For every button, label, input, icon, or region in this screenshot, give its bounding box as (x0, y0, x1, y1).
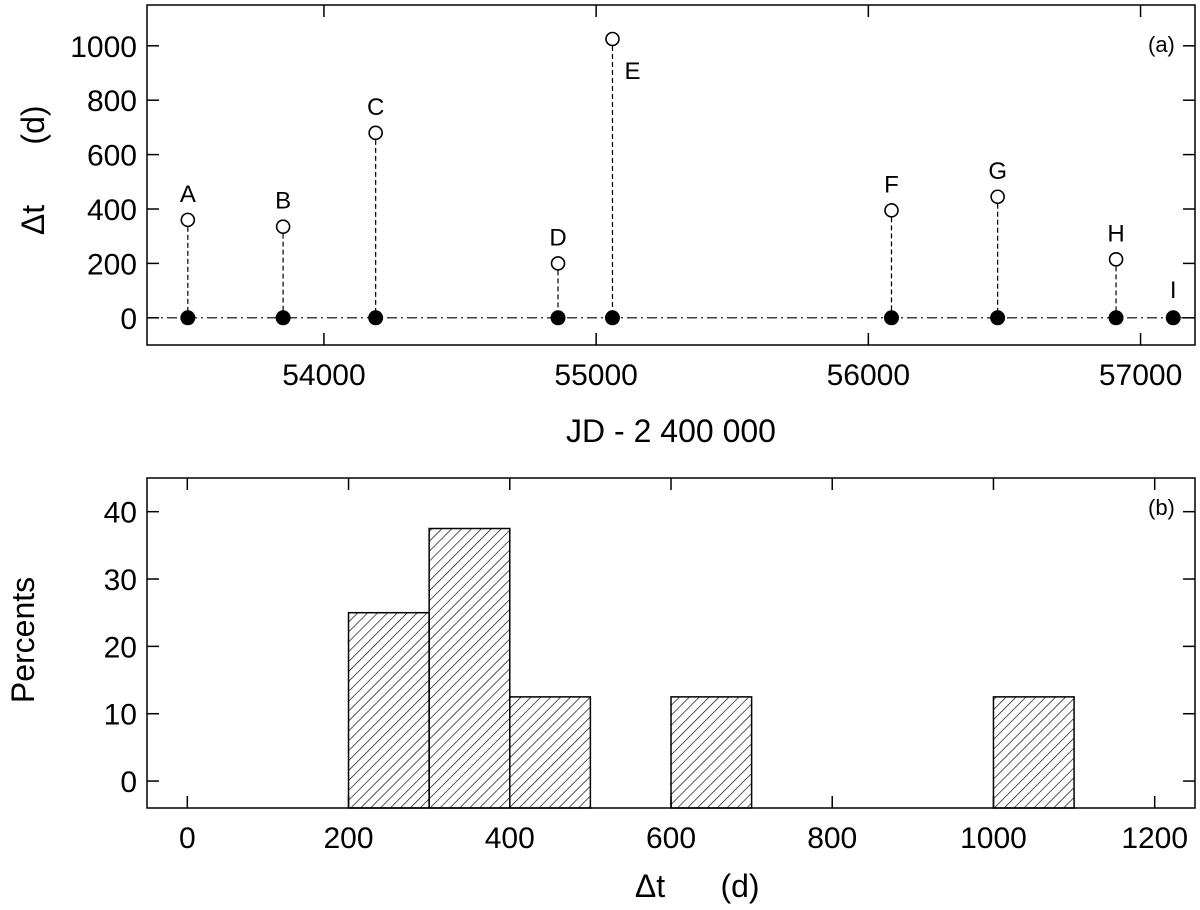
histogram-bar (992, 696, 1075, 809)
panel-a-y-tick-label: 800 (87, 85, 137, 118)
filled-circle-point (990, 310, 1006, 326)
point-letter-label: F (884, 171, 899, 198)
panel-a-x-tick-label: 56000 (827, 359, 910, 392)
filled-circle-point (368, 310, 384, 326)
panel-a-x-tick-label: 55000 (554, 359, 637, 392)
histogram-bar (428, 527, 511, 809)
panel-b-y-tick-label: 10 (104, 699, 137, 732)
panel-b-x-ticks: 0 200 400 600 800 1000 1200 (179, 478, 1188, 855)
open-circle-point (884, 203, 899, 218)
filled-circle-point (883, 310, 899, 326)
point-letter-label: I (1170, 277, 1177, 304)
panel-a-x-axis-title: JD - 2 400 000 (566, 413, 776, 449)
point-letter-label: E (624, 58, 640, 85)
panel-b-y-axis-title: Percents (5, 577, 41, 703)
filled-circle-point (1165, 310, 1181, 326)
open-circle-point (990, 189, 1005, 205)
filled-circle-point (604, 310, 620, 326)
panel-b-y-tick-label: 40 (104, 497, 137, 530)
panel-b-x-tick-label: 800 (807, 822, 857, 855)
panel-a-y-tick-label: 200 (87, 248, 137, 281)
panel-b-x-tick-label: 400 (485, 822, 535, 855)
point-letter-label: C (367, 94, 384, 121)
panel-b: 0 10 20 30 40 0 200 400 600 800 1000 1200 (b) Δt (… (5, 477, 1196, 904)
panel-a-points: A B C D E F G H I (180, 31, 1181, 326)
point-letter-label: B (275, 188, 291, 215)
panel-a: 0 200 400 600 800 1000 54000 55000 56000 57000 A… (15, 4, 1196, 449)
panel-a-y-tick-label: 0 (120, 303, 137, 336)
filled-circle-point (550, 310, 566, 326)
point-letter-label: D (549, 224, 566, 251)
panel-b-x-tick-label: 200 (324, 822, 374, 855)
panel-b-x-tick-label: 1200 (1121, 822, 1188, 855)
panel-a-x-ticks: 54000 55000 56000 57000 (282, 5, 1182, 392)
panel-b-y-tick-label: 20 (104, 631, 137, 664)
panel-a-frame (146, 4, 1196, 346)
histogram-bar (347, 611, 430, 809)
filled-circle-point (1108, 310, 1124, 326)
open-circle-point (1108, 252, 1124, 267)
panel-a-y-tick-label: 600 (87, 140, 137, 173)
panel-a-y-axis-title-unit: (d) (15, 105, 51, 144)
panel-a-y-ticks: 0 200 400 600 800 1000 (70, 31, 1195, 336)
panel-b-x-axis-title-symbol: Δt (635, 868, 665, 904)
open-circle-point (368, 125, 383, 141)
point-letter-label: G (988, 158, 1007, 185)
panel-b-x-axis-title-unit: (d) (720, 868, 759, 904)
panel-b-x-tick-label: 1000 (960, 822, 1027, 855)
panel-b-y-tick-label: 0 (120, 766, 137, 799)
panel-a-x-tick-label: 57000 (1099, 359, 1182, 392)
open-circle-point (275, 219, 291, 234)
panel-a-x-tick-label: 54000 (282, 359, 365, 392)
filled-circle-point (180, 310, 196, 326)
histogram-bar (509, 696, 592, 809)
panel-b-x-tick-label: 0 (179, 822, 196, 855)
panel-b-x-tick-label: 600 (646, 822, 696, 855)
panel-a-y-axis-title-symbol: Δt (15, 205, 51, 235)
panel-b-y-ticks: 0 10 20 30 40 (104, 497, 1195, 799)
panel-b-tag: (b) (1148, 495, 1175, 520)
panel-b-bars (347, 527, 1075, 809)
histogram-bar (670, 696, 753, 809)
point-letter-label: H (1107, 220, 1124, 247)
panel-b-y-tick-label: 30 (104, 564, 137, 597)
panel-a-y-tick-label: 400 (87, 194, 137, 227)
panel-a-tag: (a) (1148, 32, 1175, 57)
panel-a-y-tick-label: 1000 (70, 31, 137, 64)
open-circle-point (605, 31, 620, 47)
open-circle-point (550, 256, 566, 271)
filled-circle-point (275, 310, 291, 326)
point-letter-label: A (180, 181, 196, 208)
open-circle-point (180, 212, 196, 228)
